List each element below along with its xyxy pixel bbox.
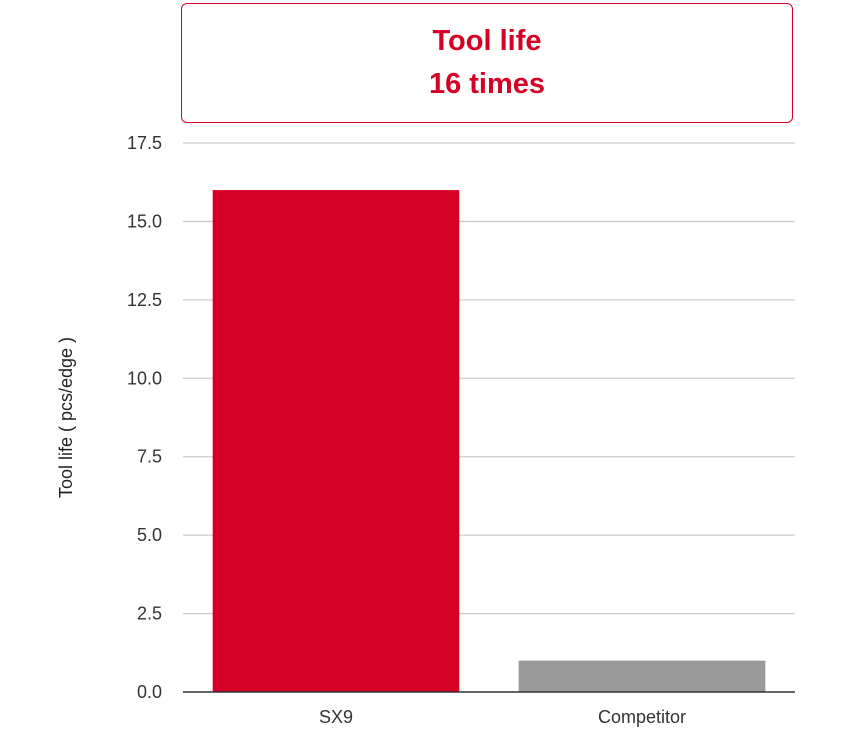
y-tick-label: 12.5 xyxy=(127,290,162,310)
x-tick-label: SX9 xyxy=(319,707,353,727)
bar-competitor xyxy=(518,660,766,692)
x-tick-label: Competitor xyxy=(598,707,686,727)
y-axis-ticks: 0.0 2.5 5.0 7.5 10.0 12.5 15.0 17.5 xyxy=(127,133,162,702)
y-axis-title: Tool life ( pcs/edge ) xyxy=(56,337,76,498)
chart-title-line-1: Tool life xyxy=(432,25,542,57)
y-tick-label: 2.5 xyxy=(137,604,162,624)
chart-title-box: Tool life 16 times xyxy=(181,3,793,123)
y-tick-label: 0.0 xyxy=(137,682,162,702)
bar-sx9 xyxy=(212,190,460,693)
chart-title-line-2: 16 times xyxy=(428,68,546,100)
bars xyxy=(212,190,766,693)
x-axis-ticks: SX9 Competitor xyxy=(319,707,686,727)
y-tick-label: 10.0 xyxy=(127,368,162,388)
y-tick-label: 5.0 xyxy=(137,525,162,545)
y-tick-label: 7.5 xyxy=(137,447,162,467)
y-tick-label: 15.0 xyxy=(127,211,162,231)
y-tick-label: 17.5 xyxy=(127,133,162,153)
